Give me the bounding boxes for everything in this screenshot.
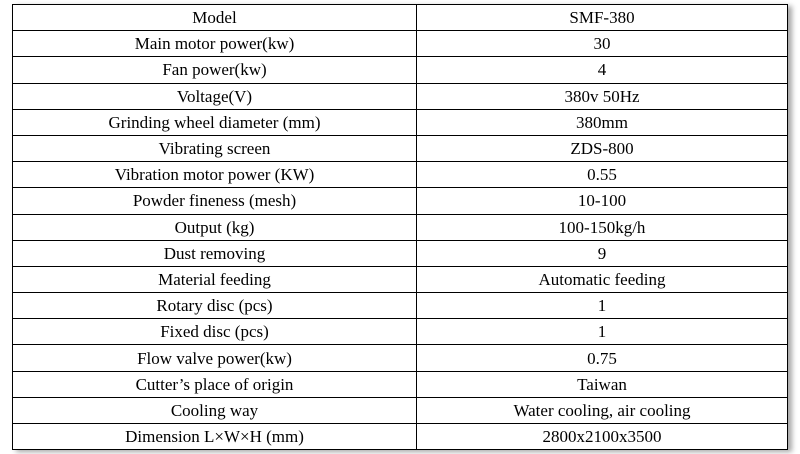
spec-value: 100-150kg/h — [416, 213, 788, 241]
table-row: Cutter’s place of origin Taiwan — [12, 370, 788, 398]
spec-value: 4 — [416, 56, 788, 84]
table-row: Dimension L×W×H (mm) 2800x2100x3500 — [12, 422, 788, 451]
spec-name: Cooling way — [12, 396, 417, 425]
spec-name: Material feeding — [12, 265, 417, 294]
spec-name: Fixed disc (pcs) — [12, 318, 417, 346]
spec-value: 0.75 — [416, 344, 788, 372]
table-row: Material feeding Automatic feeding — [12, 265, 788, 294]
spec-name: Flow valve power(kw) — [12, 344, 417, 372]
spec-value: 380mm — [416, 108, 788, 136]
spec-value: 0.55 — [416, 161, 788, 189]
table-row: Grinding wheel diameter (mm) 380mm — [12, 108, 788, 136]
table-row: Powder fineness (mesh) 10-100 — [12, 187, 788, 215]
spec-name: Model — [12, 3, 417, 32]
table-row: Flow valve power(kw) 0.75 — [12, 344, 788, 372]
table-row: Cooling way Water cooling, air cooling — [12, 396, 788, 425]
spec-value: ZDS-800 — [416, 134, 788, 163]
table-row: Output (kg) 100-150kg/h — [12, 213, 788, 241]
spec-name: Fan power(kw) — [12, 56, 417, 84]
spec-name: Output (kg) — [12, 213, 417, 241]
spec-value: Automatic feeding — [416, 265, 788, 294]
table-row: Voltage(V) 380v 50Hz — [12, 82, 788, 110]
spec-name: Voltage(V) — [12, 82, 417, 110]
table-row: Vibration motor power (KW) 0.55 — [12, 161, 788, 189]
spec-name: Grinding wheel diameter (mm) — [12, 108, 417, 136]
spec-value: SMF-380 — [416, 3, 788, 32]
table-row: Fixed disc (pcs) 1 — [12, 318, 788, 346]
spec-name: Powder fineness (mesh) — [12, 187, 417, 215]
table-row: Dust removing 9 — [12, 239, 788, 267]
spec-value: Taiwan — [416, 370, 788, 398]
spec-value: 10-100 — [416, 187, 788, 215]
spec-value: 380v 50Hz — [416, 82, 788, 110]
spec-value: 2800x2100x3500 — [416, 422, 788, 451]
spec-name: Vibration motor power (KW) — [12, 161, 417, 189]
spec-name: Dimension L×W×H (mm) — [12, 422, 417, 451]
spec-name: Rotary disc (pcs) — [12, 292, 417, 320]
spec-value: Water cooling, air cooling — [416, 396, 788, 425]
spec-table: Model SMF-380 Main motor power(kw) 30 Fan po… — [12, 3, 788, 451]
table-row: Model SMF-380 — [12, 3, 788, 32]
spec-value: 30 — [416, 30, 788, 58]
spec-value: 1 — [416, 292, 788, 320]
spec-value: 9 — [416, 239, 788, 267]
table-body: Model SMF-380 Main motor power(kw) 30 Fan po… — [12, 3, 788, 451]
spec-name: Dust removing — [12, 239, 417, 267]
spec-name: Cutter’s place of origin — [12, 370, 417, 398]
table-row: Vibrating screen ZDS-800 — [12, 134, 788, 163]
table-row: Fan power(kw) 4 — [12, 56, 788, 84]
table-row: Main motor power(kw) 30 — [12, 30, 788, 58]
spec-name: Vibrating screen — [12, 134, 417, 163]
spec-value: 1 — [416, 318, 788, 346]
spec-name: Main motor power(kw) — [12, 30, 417, 58]
table-row: Rotary disc (pcs) 1 — [12, 292, 788, 320]
